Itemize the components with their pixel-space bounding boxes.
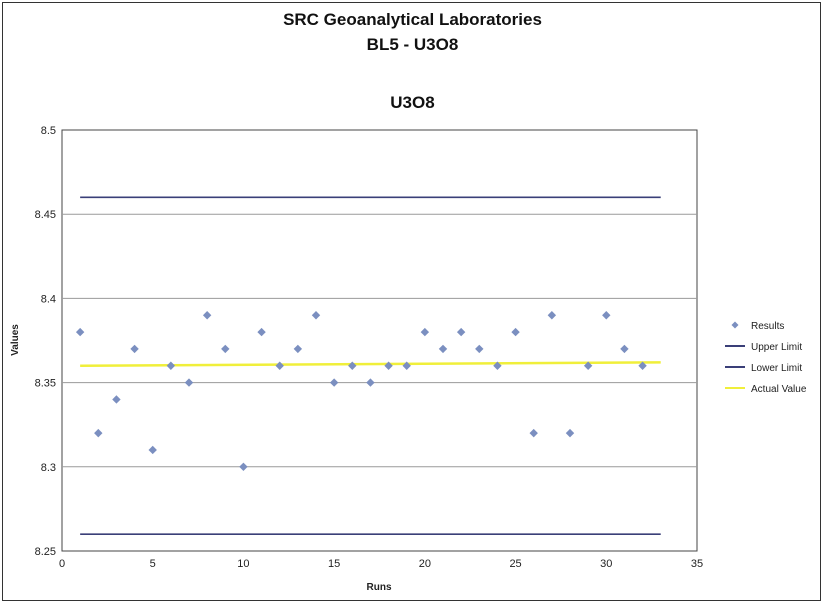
- data-point: [75, 327, 85, 337]
- legend-marker: [731, 321, 739, 329]
- data-point: [420, 327, 430, 337]
- x-tick-label: 25: [509, 558, 521, 570]
- legend-label: Lower Limit: [751, 363, 802, 374]
- data-point: [456, 327, 466, 337]
- data-point: [565, 428, 575, 438]
- data-point: [475, 344, 484, 354]
- y-tick-label: 8.45: [35, 209, 56, 221]
- y-axis-label: Values: [10, 324, 21, 356]
- x-tick-label: 0: [59, 558, 65, 570]
- data-point: [329, 378, 339, 387]
- series-lines: [80, 196, 661, 535]
- data-point: [257, 327, 266, 337]
- y-tick-label: 8.35: [35, 378, 56, 390]
- y-axis-ticks: 8.25 8.3 8.35 8.4 8.45 8.5: [35, 125, 56, 558]
- series-line-actual-value: [80, 361, 661, 368]
- data-point: [94, 428, 103, 438]
- data-point: [239, 462, 248, 471]
- data-point: [547, 311, 557, 320]
- gridlines: [62, 213, 697, 468]
- data-point: [221, 344, 230, 354]
- y-tick-label: 8.25: [35, 546, 56, 558]
- x-tick-label: 10: [237, 558, 249, 570]
- chart-subtitle: BL5 - U3O8: [366, 35, 459, 54]
- data-point: [529, 428, 538, 438]
- data-point: [583, 361, 593, 370]
- legend-label: Results: [751, 321, 784, 332]
- data-point: [202, 311, 212, 320]
- x-tick-label: 35: [691, 558, 703, 570]
- legend: Results Upper Limit Lower Limit Actual Valu…: [725, 321, 807, 395]
- x-tick-label: 20: [419, 558, 431, 570]
- x-axis-label: Runs: [367, 582, 392, 593]
- data-point: [275, 361, 284, 370]
- data-point: [438, 344, 448, 354]
- y-tick-label: 8.3: [41, 462, 56, 474]
- data-point: [511, 327, 520, 337]
- legend-label: Upper Limit: [751, 342, 802, 353]
- x-tick-label: 15: [328, 558, 340, 570]
- data-point: [620, 344, 629, 354]
- x-tick-label: 30: [600, 558, 612, 570]
- data-point: [166, 361, 176, 370]
- data-point: [148, 445, 157, 455]
- legend-label: Actual Value: [751, 384, 807, 395]
- data-point: [384, 361, 393, 370]
- data-point: [602, 311, 611, 320]
- data-point: [366, 378, 375, 387]
- plot-title: U3O8: [390, 93, 435, 112]
- series-points: [75, 311, 647, 471]
- data-point: [184, 378, 194, 387]
- data-point: [311, 311, 321, 320]
- data-point: [493, 361, 502, 370]
- plot-area: [61, 129, 698, 552]
- data-point: [348, 361, 357, 370]
- y-tick-label: 8.4: [41, 293, 56, 305]
- x-axis-ticks: 0 5 10 15 20 25 30 35: [59, 558, 703, 570]
- data-point: [402, 361, 411, 370]
- y-tick-label: 8.5: [41, 125, 56, 137]
- chart-title: SRC Geoanalytical Laboratories: [283, 10, 542, 29]
- x-tick-label: 5: [150, 558, 156, 570]
- data-point: [638, 361, 647, 370]
- data-point: [130, 344, 139, 354]
- data-point: [293, 344, 303, 354]
- data-point: [112, 395, 121, 404]
